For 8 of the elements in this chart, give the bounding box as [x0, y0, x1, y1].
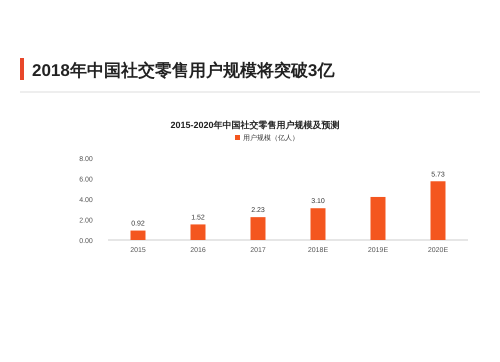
- bar: [130, 230, 146, 240]
- bar: [370, 196, 386, 240]
- bar: [250, 217, 266, 240]
- chart-subtitle: 2015-2020年中国社交零售用户规模及预测: [170, 120, 340, 130]
- bar: [190, 224, 206, 240]
- bar: [430, 181, 446, 240]
- bar: [310, 208, 326, 240]
- chart-title: 2018年中国社交零售用户规模将突破3亿: [32, 61, 336, 80]
